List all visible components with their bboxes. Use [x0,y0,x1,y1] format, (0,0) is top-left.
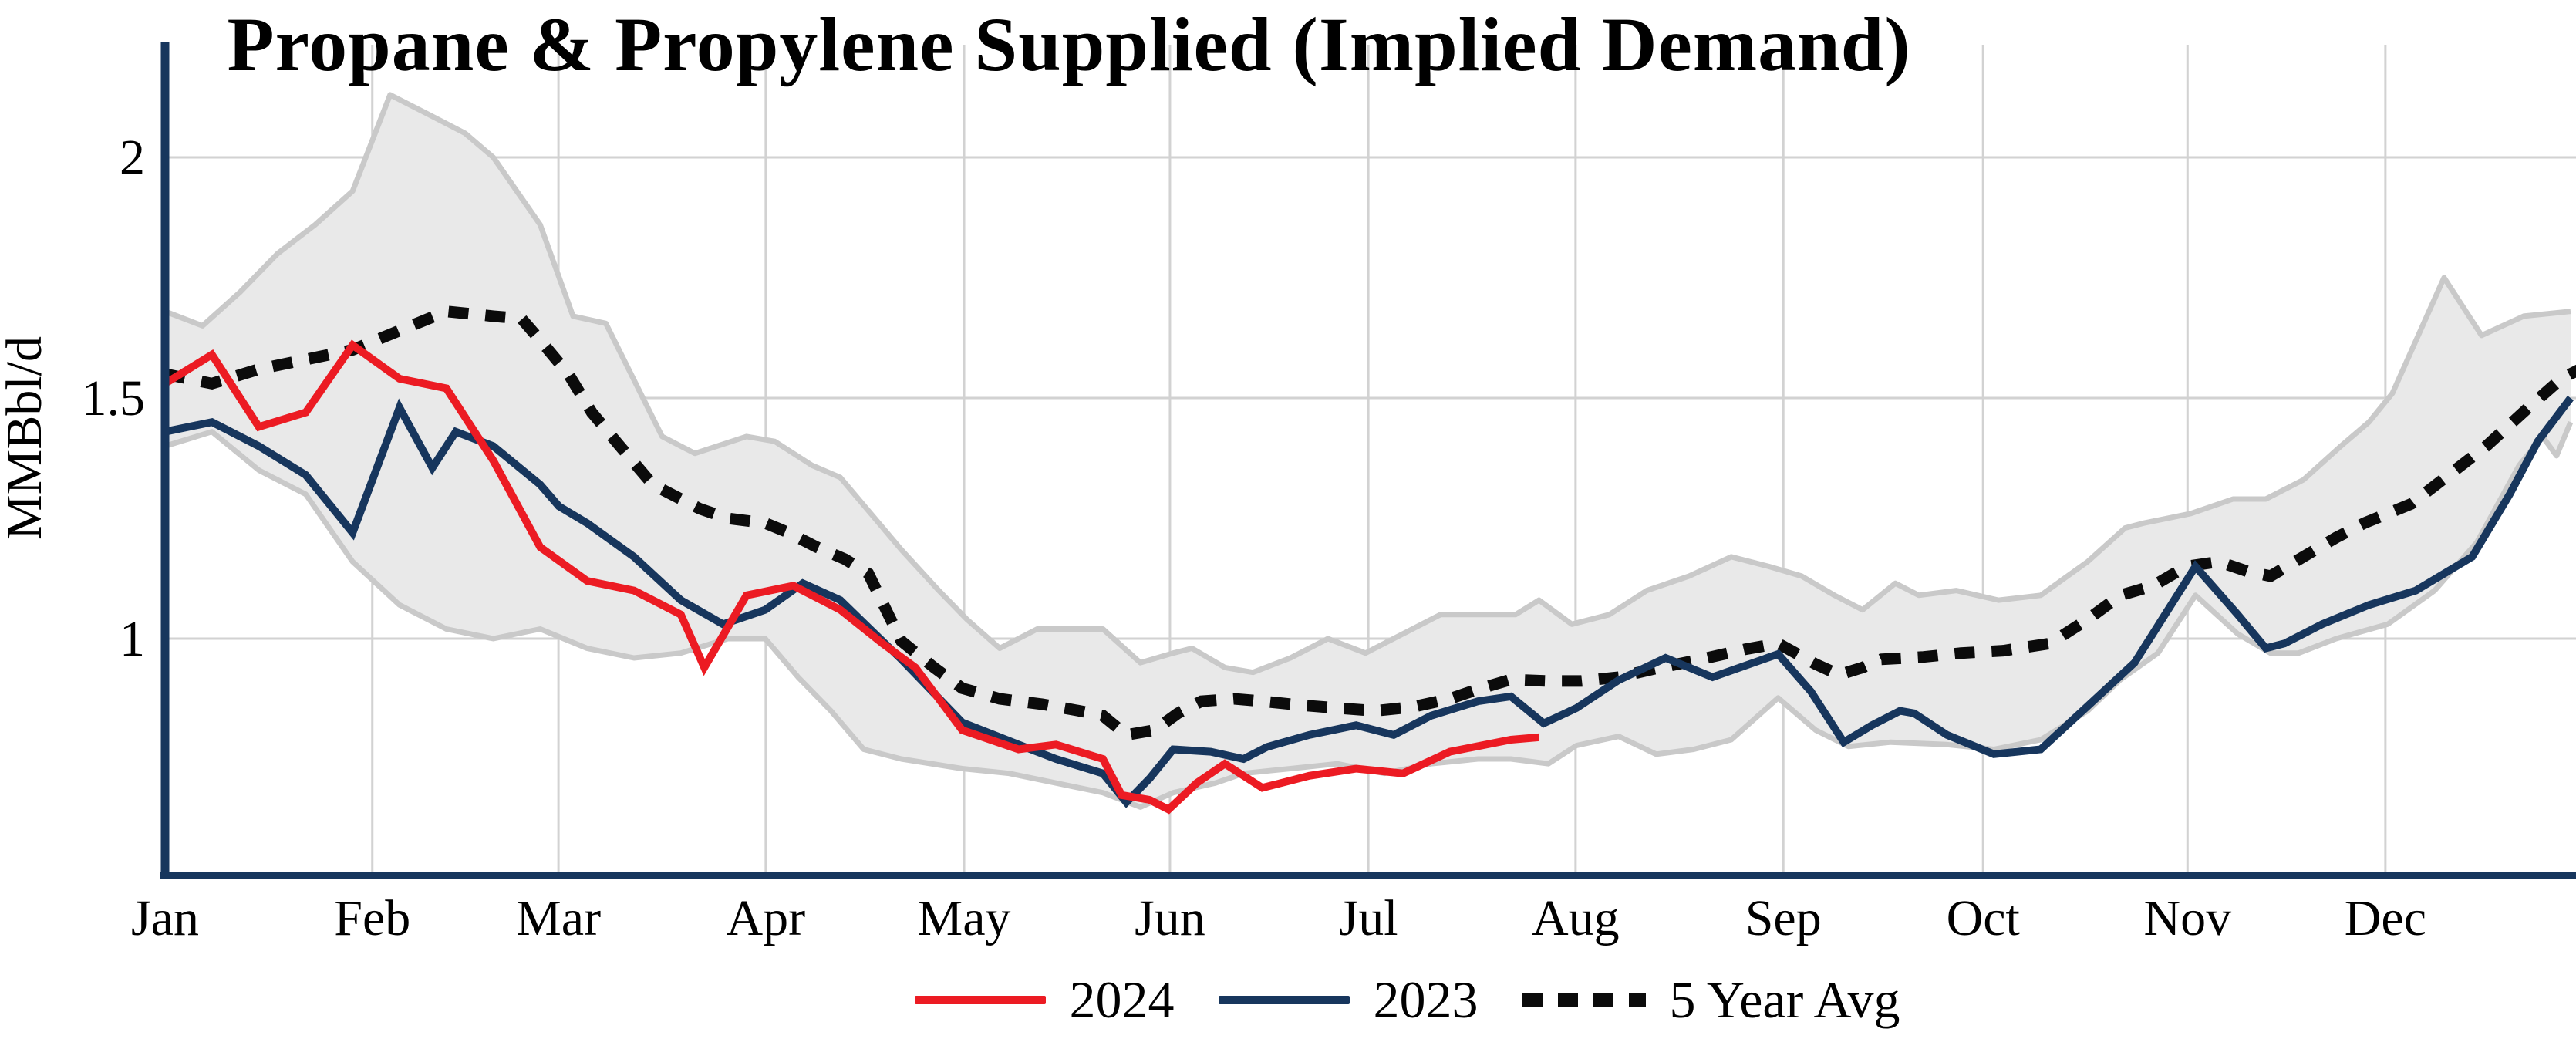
x-tick-label: Mar [516,890,601,946]
legend-swatch-5-year-avg-dotted-icon [1522,993,1647,1007]
chart-title: Propane & Propylene Supplied (Implied De… [227,2,1911,87]
x-tick-label: Aug [1532,890,1620,946]
x-tick-label: Jul [1339,890,1398,946]
x-tick-label: Jun [1135,890,1205,946]
series-2023-line [164,395,2574,808]
five-year-range-min-line [164,420,2574,810]
x-tick-label: Nov [2143,890,2231,946]
x-tick-label: Jan [131,890,199,946]
x-tick-label: Dec [2345,890,2426,946]
legend: 2024 2023 5 Year Avg [0,973,2576,1026]
x-tick-label: Feb [334,890,410,946]
legend-swatch-2024-line-icon [915,995,1047,1004]
y-axis-title: MMBbl/d [0,336,52,541]
x-tick-label: Oct [1947,890,2020,946]
x-tick-label: May [918,890,1011,946]
legend-label-2023: 2023 [1373,970,1479,1029]
y-tick-label: 2 [120,130,145,186]
y-tick-label: 1 [120,611,145,667]
series-2024-line [163,339,1539,815]
x-tick-label: Sep [1745,890,1822,946]
legend-label-5-year-avg: 5 Year Avg [1669,970,1900,1029]
five-year-range-band [165,94,2571,808]
legend-label-2024: 2024 [1069,970,1175,1029]
legend-item-2024: 2024 [915,973,1174,1026]
five-year-range-max-line [164,92,2571,676]
y-tick-label: 1.5 [82,370,146,427]
x-tick-label: Apr [727,890,806,946]
legend-item-2023: 2023 [1219,973,1478,1026]
legend-swatch-2023-line-icon [1219,995,1350,1004]
legend-item-5-year-avg: 5 Year Avg [1522,973,1900,1026]
